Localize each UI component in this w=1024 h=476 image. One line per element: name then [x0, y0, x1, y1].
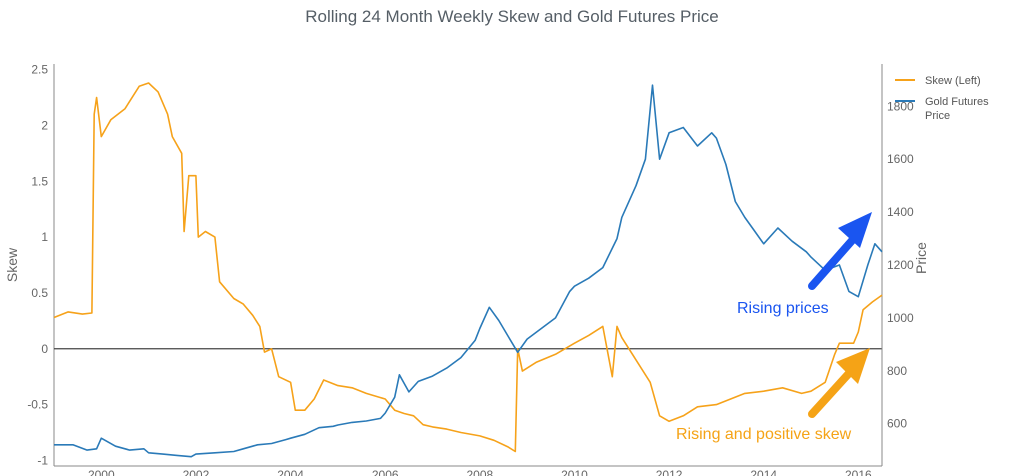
left-tick-label: 2.5 — [31, 63, 48, 77]
plot-area — [54, 64, 882, 466]
x-tick-label: 2000 — [88, 468, 115, 476]
gold-price-series-line — [54, 84, 883, 458]
x-tick-label: 2010 — [561, 468, 588, 476]
right-tick-label: 1400 — [887, 205, 914, 219]
right-tick-label: 1800 — [887, 99, 914, 113]
left-axis-title: Skew — [4, 247, 20, 282]
left-axis: 2.5 2 1.5 1 0.5 0 -0.5 -1 — [27, 63, 882, 467]
left-tick-label: 1 — [41, 230, 48, 244]
series-layer — [53, 82, 883, 458]
legend-label-skew: Skew (Left) — [925, 75, 981, 87]
legend-label-gold: Gold Futures Price — [925, 96, 992, 122]
right-tick-label: 1200 — [887, 258, 914, 272]
x-axis: 2000 2002 2004 2006 2008 2010 2012 2014 2016 — [54, 465, 882, 476]
x-tick-label: 2006 — [372, 468, 399, 476]
orange-arrow-icon — [808, 348, 870, 418]
left-tick-label: 1.5 — [31, 174, 48, 188]
right-axis: 1800 1600 1400 1200 1000 800 600 — [881, 64, 914, 466]
left-tick-label: 2 — [41, 118, 48, 132]
right-tick-label: 1000 — [887, 311, 914, 325]
x-tick-label: 2008 — [466, 468, 493, 476]
blue-arrow-icon — [808, 212, 872, 290]
chart-title: Rolling 24 Month Weekly Skew and Gold Fu… — [305, 7, 719, 26]
left-tick-label: 0.5 — [31, 286, 48, 300]
annotations: Rising prices Rising and positive skew — [676, 212, 872, 443]
x-tick-label: 2014 — [750, 468, 777, 476]
x-tick-label: 2012 — [656, 468, 683, 476]
right-tick-label: 1600 — [887, 152, 914, 166]
x-tick-label: 2002 — [183, 468, 210, 476]
x-tick-label: 2004 — [277, 468, 304, 476]
right-tick-label: 600 — [887, 417, 907, 431]
right-tick-label: 800 — [887, 364, 907, 378]
annotation-rising-prices: Rising prices — [737, 300, 829, 317]
skew-series-line — [53, 82, 883, 453]
annotation-rising-positive-skew: Rising and positive skew — [676, 426, 852, 443]
left-tick-label: 0 — [41, 342, 48, 356]
legend: Skew (Left) Gold Futures Price — [895, 75, 992, 122]
x-tick-label: 2016 — [845, 468, 872, 476]
right-axis-title: Price — [913, 242, 929, 274]
left-tick-label: -1 — [37, 453, 48, 467]
left-tick-label: -0.5 — [27, 398, 48, 412]
